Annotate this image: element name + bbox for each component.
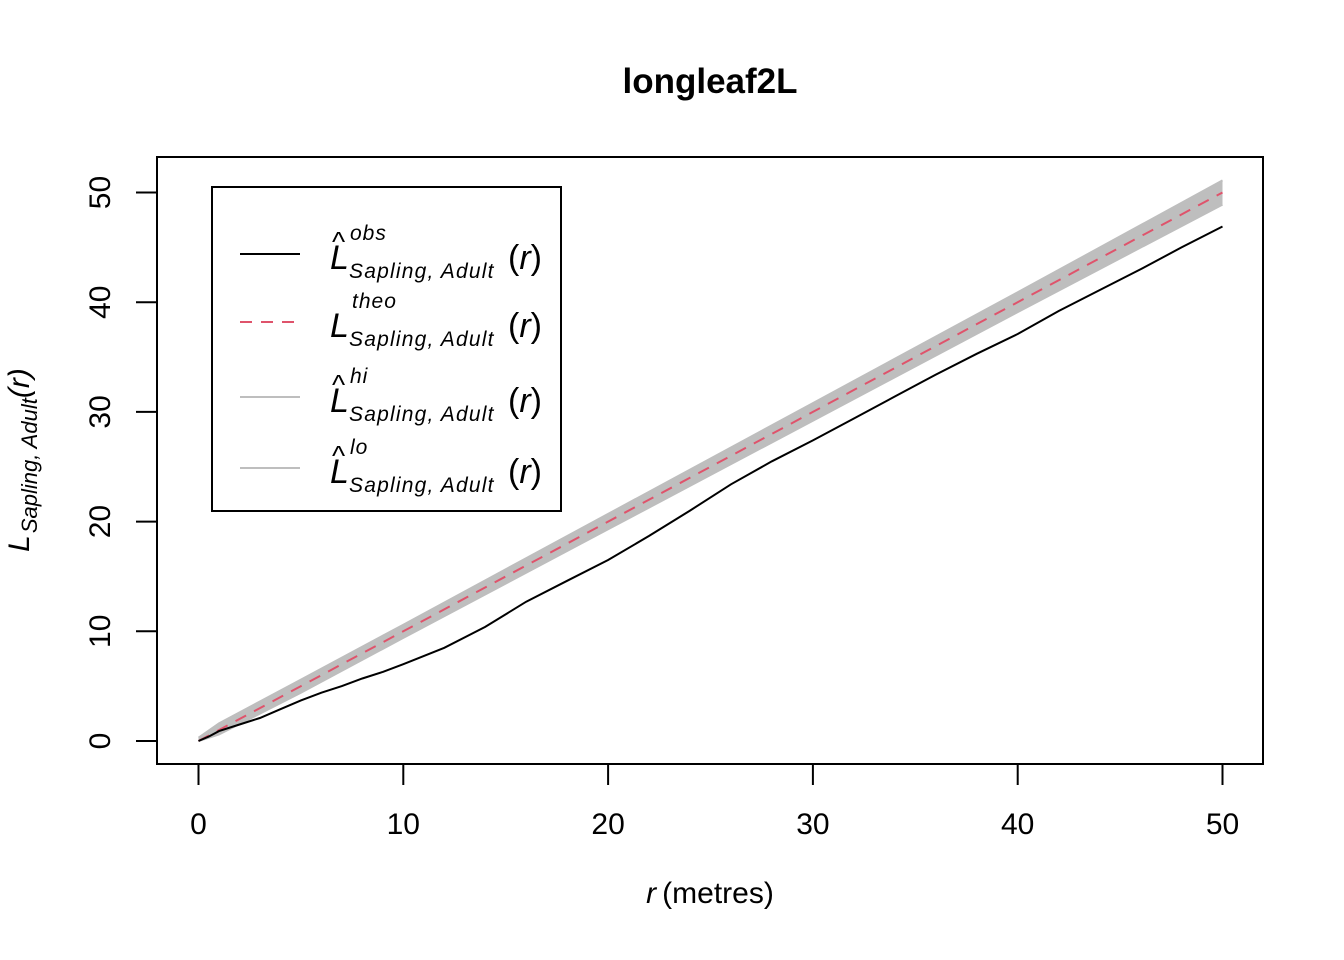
legend-label-arg: (r) <box>508 382 542 420</box>
legend-label-sub: Sapling, Adult <box>349 403 495 426</box>
y-tick-label: 0 <box>84 733 117 750</box>
chart-title: longleaf2L <box>622 62 797 101</box>
legend-label-sup: lo <box>350 436 368 459</box>
x-tick-label: 40 <box>1001 808 1034 841</box>
y-axis-label-arg: (r) <box>3 368 36 398</box>
x-tick-label: 30 <box>796 808 829 841</box>
legend-hat: ^ <box>332 440 345 471</box>
x-axis: 0 10 20 30 40 50 <box>190 763 1239 841</box>
y-tick-label: 10 <box>84 615 117 648</box>
legend-label-arg: (r) <box>508 239 542 277</box>
y-tick-label: 50 <box>84 176 117 209</box>
series-line-theo <box>198 191 1223 742</box>
x-tick-label: 10 <box>387 808 420 841</box>
legend-item-lo: L^ lo Sapling, Adult (r) <box>240 436 542 497</box>
x-axis-unit: (metres) <box>662 877 774 910</box>
x-axis-var: r <box>646 877 657 910</box>
legend-label-sub: Sapling, Adult <box>349 260 495 283</box>
legend-label-main: L <box>330 453 349 491</box>
series-layer <box>197 179 1223 742</box>
legend-item-hi: L^ hi Sapling, Adult (r) <box>240 365 542 426</box>
legend-label-arg: (r) <box>508 307 542 345</box>
series-line-hi <box>197 179 1223 739</box>
y-tick-label: 20 <box>84 505 117 538</box>
svg-text:LSapling, Adult(r): L Sapling, Adult(r) <box>3 368 42 552</box>
y-tick-label: 40 <box>84 286 117 319</box>
legend-label-main: L <box>330 307 349 345</box>
legend-label-sup: obs <box>350 222 387 245</box>
legend-hat: ^ <box>332 369 345 400</box>
legend-label-sup: hi <box>350 365 369 388</box>
x-tick-label: 50 <box>1206 808 1239 841</box>
y-axis-label-sub: Sapling, Adult <box>17 397 42 533</box>
y-tick-label: 30 <box>84 395 117 428</box>
x-tick-label: 0 <box>190 808 207 841</box>
legend-box <box>211 186 562 512</box>
legend-hat: ^ <box>332 226 345 257</box>
legend-label-sub: Sapling, Adult <box>349 328 495 351</box>
legend-item-obs: L^ obs Sapling, Adult (r) <box>240 222 542 283</box>
x-tick-label: 20 <box>591 808 624 841</box>
legend-label-sup: theo <box>352 290 397 313</box>
y-axis: 0 10 20 30 40 50 <box>84 176 158 750</box>
series-line-obs <box>198 225 1223 742</box>
legend-label-arg: (r) <box>508 453 542 491</box>
legend-label-main: L <box>330 382 349 420</box>
y-axis-label-main: L <box>3 535 36 552</box>
legend-label-main: L <box>330 239 349 277</box>
y-axis-label: L Sapling, Adult(r) <box>3 368 42 552</box>
x-axis-label: r (metres) <box>646 877 774 910</box>
legend-label-sub: Sapling, Adult <box>349 474 495 497</box>
